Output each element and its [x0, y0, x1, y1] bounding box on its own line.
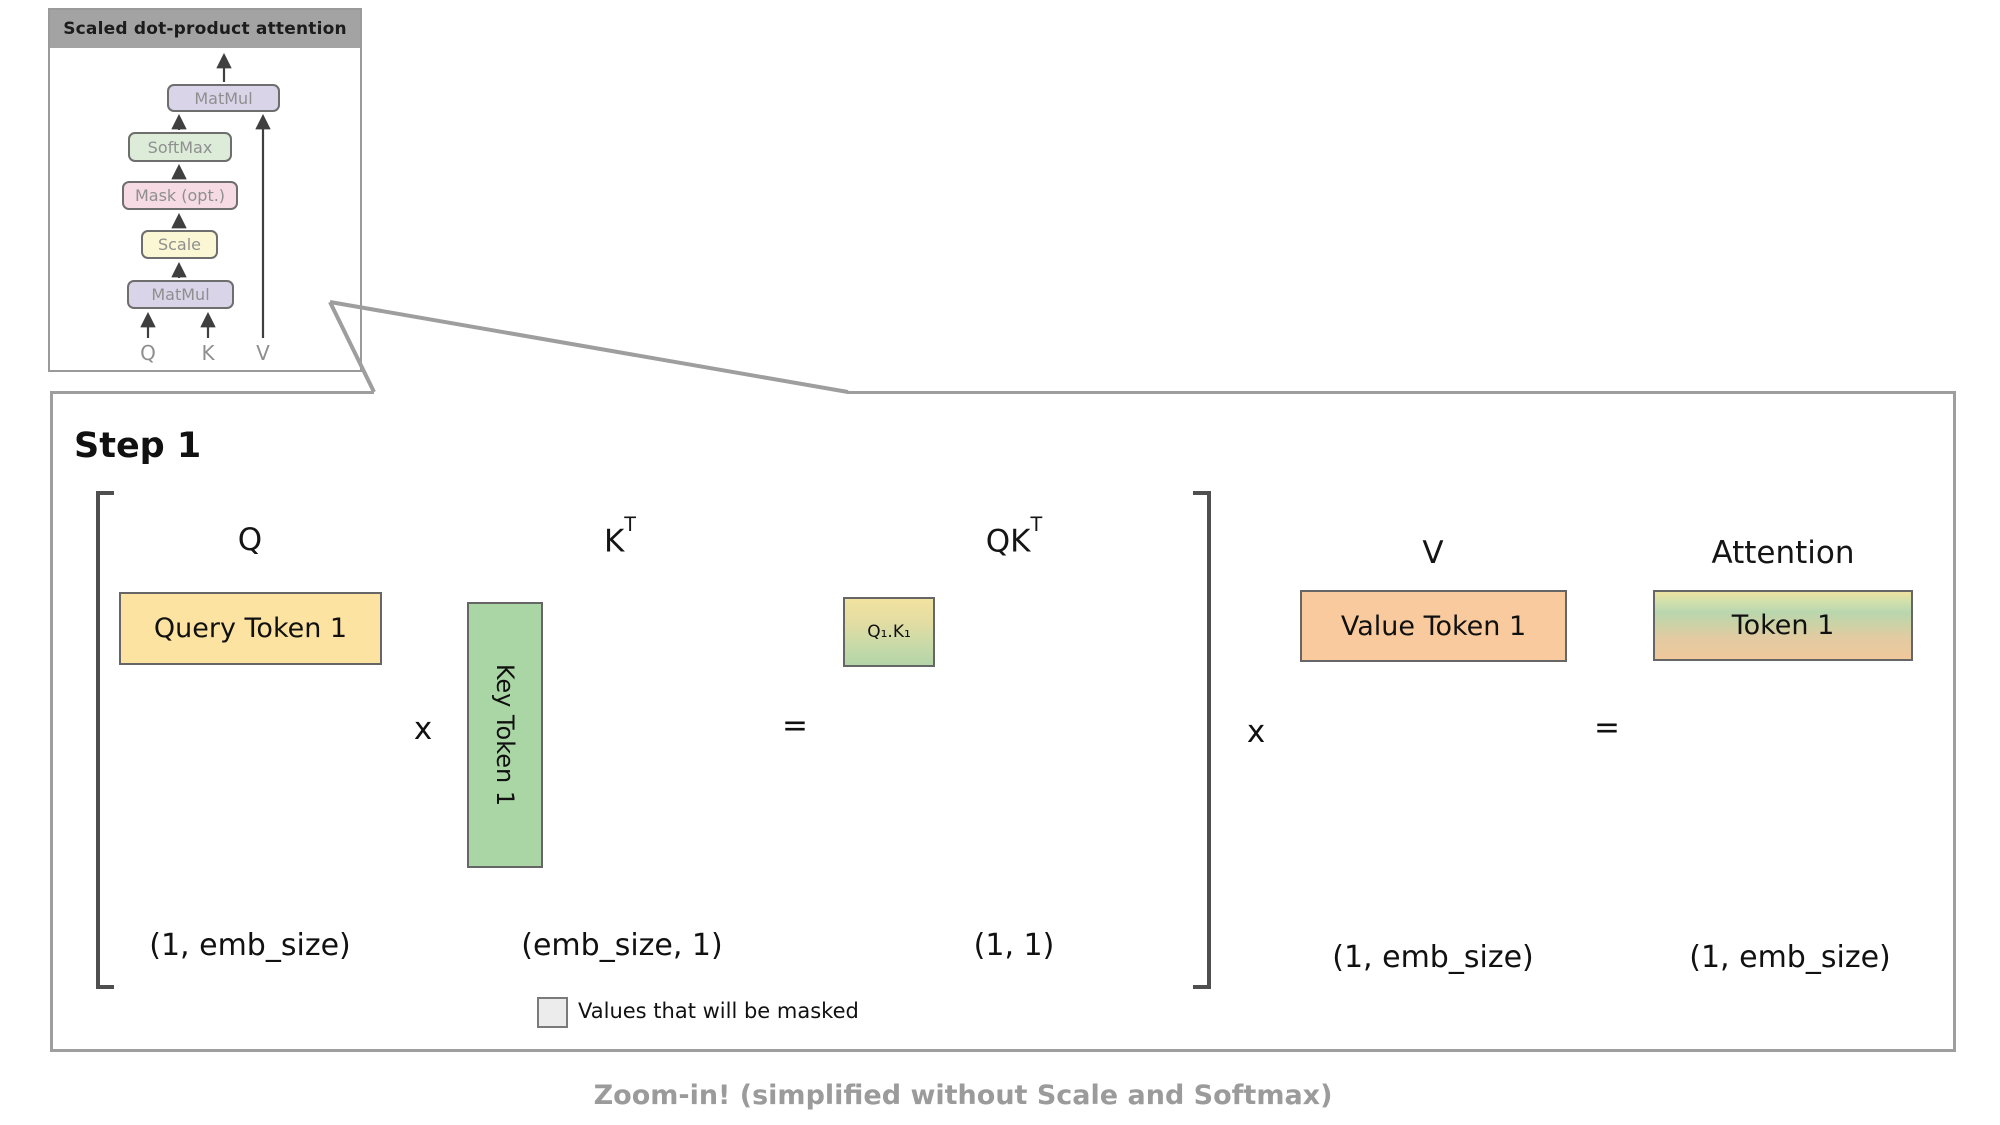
scaled-dot-product-attention-panel: Scaled dot-product attention MatMul Soft… — [48, 8, 362, 372]
step-panel — [50, 391, 1956, 1052]
callout-border-gap — [374, 388, 847, 396]
input-label-k: K — [201, 341, 215, 365]
flow-node-scale: Scale — [141, 230, 218, 259]
flow-arrows — [140, 52, 271, 338]
input-label-v: V — [256, 341, 270, 365]
flow-node-mask: Mask (opt.) — [122, 181, 238, 210]
input-label-q: Q — [140, 341, 156, 365]
zoom-in-caption: Zoom-in! (simplified without Scale and S… — [593, 1080, 1333, 1111]
flow-node-softmax: SoftMax — [128, 132, 232, 162]
zoom-callout-lines — [328, 300, 849, 394]
flow-node-matmul-top: MatMul — [167, 84, 280, 112]
panel-title: Scaled dot-product attention — [50, 10, 360, 48]
flow-node-matmul-bottom: MatMul — [127, 280, 234, 309]
